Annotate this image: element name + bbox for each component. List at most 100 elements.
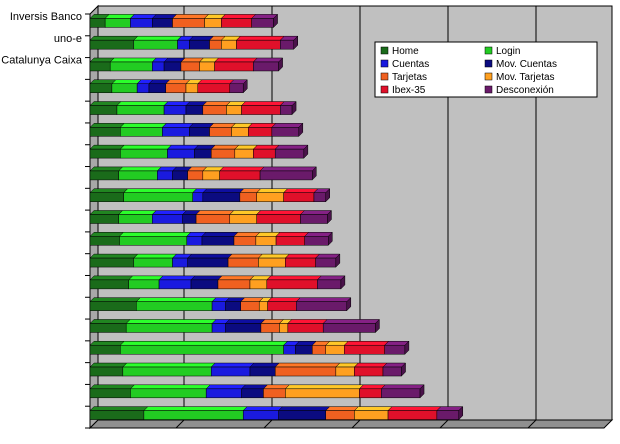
bar-segment-desconexi-n xyxy=(295,297,352,311)
bar-segment-home xyxy=(89,253,139,268)
bar-segment-tarjetas xyxy=(233,232,261,246)
category-label: Inversis Banco xyxy=(10,11,82,23)
legend-swatch xyxy=(484,85,493,94)
bar-segment-ibex-35 xyxy=(214,57,258,72)
bar-segment-login xyxy=(122,362,216,377)
bar-segment-home xyxy=(89,384,136,399)
category-label: uno-e xyxy=(54,33,82,45)
bar-segment-login xyxy=(104,14,136,28)
gridline-floor xyxy=(527,419,537,429)
bar-end-cap xyxy=(375,318,380,334)
bar-segment-ibex-35 xyxy=(275,232,310,246)
legend: Home Login Cuentas Mov. Cuentas Tarjetas Mov.… xyxy=(374,41,598,98)
bar-segment-login xyxy=(119,340,289,355)
bar-segment-mov-cuentas xyxy=(187,253,233,268)
bar-segment-cuentas xyxy=(176,35,194,50)
bar-segment-tarjetas xyxy=(208,123,237,137)
bar-segment-login xyxy=(118,166,162,181)
bar-segment-ibex-35 xyxy=(197,79,235,94)
bar-segment-desconexi-n xyxy=(380,384,425,399)
gridline-floor xyxy=(175,419,185,429)
bar-end-cap xyxy=(273,13,278,28)
bar-segment-home xyxy=(89,123,125,137)
legend-swatch xyxy=(380,59,389,68)
legend-entry: Ibex-35 xyxy=(392,85,426,96)
bar-segment-tarjetas xyxy=(217,275,255,290)
bar-end-cap xyxy=(401,362,406,377)
bar-segment-mov-cuentas xyxy=(294,340,317,355)
legend-entry: Mov. Tarjetas xyxy=(496,72,555,83)
bar-segment-cuentas xyxy=(158,275,196,290)
bar-end-cap xyxy=(303,144,309,159)
bar-segment-mov-tarjetas xyxy=(284,384,365,399)
bar-segment-mov-tarjetas xyxy=(234,144,258,159)
bar-segment-tarjetas xyxy=(195,210,235,224)
bar-segment-ibex-35 xyxy=(353,362,388,377)
bar-segment-login xyxy=(119,144,173,159)
bar-segment-cuentas xyxy=(242,406,284,420)
legend-entry: Login xyxy=(496,46,520,57)
bar-segment-login xyxy=(128,275,164,290)
bar-segment-mov-tarjetas xyxy=(229,210,262,224)
bar-segment-mov-tarjetas xyxy=(353,406,393,420)
bar-end-cap xyxy=(278,57,283,72)
bar-segment-home xyxy=(89,210,124,224)
bar-segment-home xyxy=(89,35,139,50)
bar-segment-cuentas xyxy=(161,123,194,137)
bar-segment-tarjetas xyxy=(171,14,210,28)
bar-segment-tarjetas xyxy=(208,35,226,50)
bar-segment-desconexi-n xyxy=(252,57,284,72)
bar-end-cap xyxy=(328,231,333,246)
bar-segment-home xyxy=(89,319,131,333)
bar-segment-home xyxy=(89,188,129,202)
bar-end-cap xyxy=(458,406,464,421)
bar-segment-cuentas xyxy=(210,362,255,377)
bars xyxy=(89,13,464,421)
bar-segment-ibex-35 xyxy=(266,275,322,290)
bar-segment-home xyxy=(89,232,125,246)
bar-segment-tarjetas xyxy=(240,297,264,311)
bar-segment-ibex-35 xyxy=(387,406,442,420)
legend-swatch xyxy=(380,72,389,81)
legend-entry: Mov. Cuentas xyxy=(496,59,557,70)
bar-segment-desconexi-n xyxy=(322,319,381,333)
bar-segment-cuentas xyxy=(156,166,178,181)
bar-segment-login xyxy=(129,384,211,399)
bar-end-cap xyxy=(291,100,297,116)
bar-end-cap xyxy=(335,253,341,268)
bar-end-cap xyxy=(325,188,330,203)
legend-entry: Tarjetas xyxy=(392,72,427,83)
legend-swatch xyxy=(484,46,493,55)
bar-segment-home xyxy=(89,144,125,159)
legend-entry: Cuentas xyxy=(392,59,429,70)
bar-segment-login xyxy=(119,123,168,137)
bar-segment-desconexi-n xyxy=(274,144,309,159)
bar-segment-login xyxy=(133,253,178,268)
bar-segment-home xyxy=(89,297,141,311)
bar-segment-ibex-35 xyxy=(219,166,265,181)
bar-segment-login xyxy=(125,319,217,333)
bar-segment-mov-cuentas xyxy=(277,406,331,420)
bar-segment-desconexi-n xyxy=(313,188,331,202)
bar-segment-home xyxy=(89,340,125,355)
bar-segment-mov-cuentas xyxy=(240,384,269,399)
bar-segment-desconexi-n xyxy=(259,166,317,181)
bar-segment-ibex-35 xyxy=(287,319,328,333)
bar-segment-cuentas xyxy=(151,210,188,224)
bar-segment-home xyxy=(89,166,124,181)
bar-segment-desconexi-n xyxy=(251,14,279,28)
bar-segment-mov-cuentas xyxy=(190,275,223,290)
bar-segment-login xyxy=(143,406,248,420)
bar-end-cap xyxy=(242,79,248,94)
plot-floor xyxy=(88,419,614,429)
bar-segment-home xyxy=(89,406,149,420)
gridline-floor xyxy=(439,419,449,429)
bar-segment-ibex-35 xyxy=(220,14,257,28)
bar-end-cap xyxy=(327,209,332,225)
bar-segment-login xyxy=(133,35,183,50)
gridline-floor xyxy=(263,419,273,429)
bar-segment-tarjetas xyxy=(187,166,208,181)
bar-segment-mov-cuentas xyxy=(163,57,186,72)
gridline-floor xyxy=(351,419,361,429)
